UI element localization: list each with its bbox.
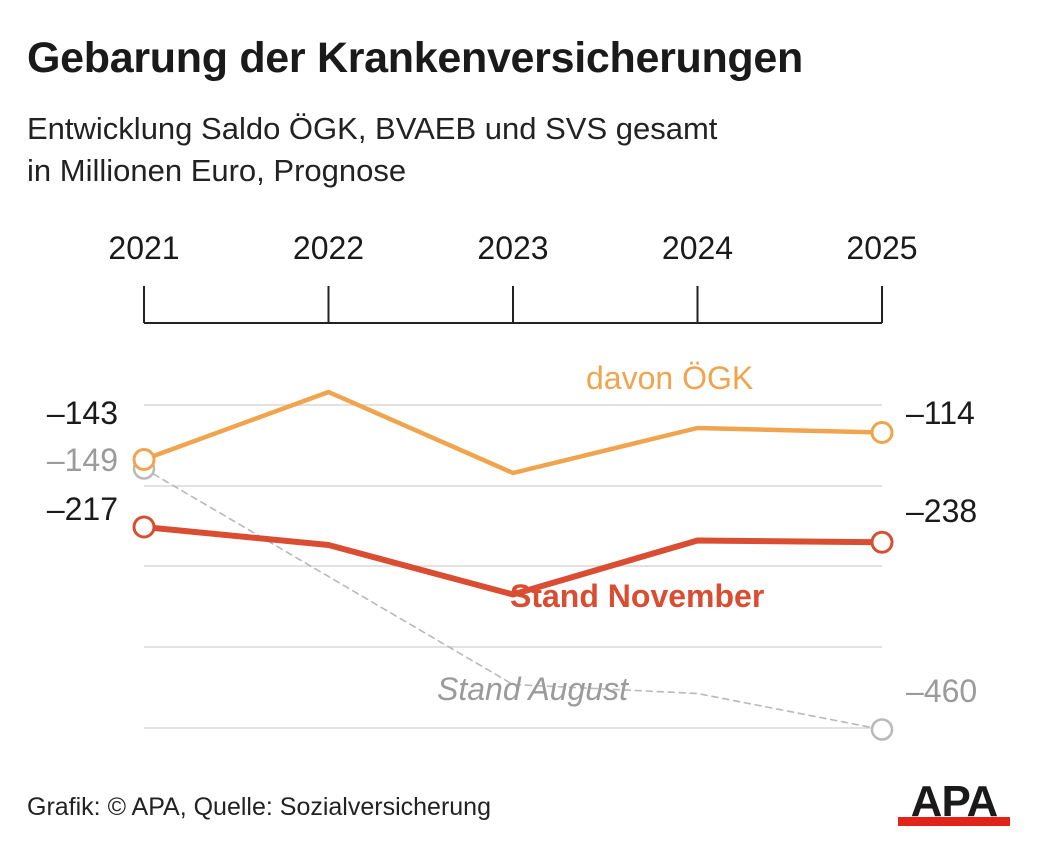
chart-subtitle: Entwicklung Saldo ÖGK, BVAEB und SVS ges… <box>27 108 927 192</box>
series-label-august: Stand August <box>437 671 629 707</box>
end-value-oegk: –114 <box>906 395 975 431</box>
x-axis: 2021 2022 2023 2024 2025 <box>108 230 918 324</box>
series-line-oegk <box>141 389 885 476</box>
chart-title: Gebarung der Krankenversicherungen <box>27 34 803 82</box>
data-labels: –149 –460 Stand August –143 –114 davon ÖGK –21… <box>47 360 977 709</box>
source-credit: Grafik: © APA, Quelle: Sozialversicherun… <box>27 793 491 821</box>
series-label-november: Stand November <box>510 578 764 614</box>
marker-oegk-end <box>870 421 894 444</box>
series-lines <box>132 389 894 741</box>
start-value-august: –149 <box>47 442 118 478</box>
x-tick-label-2023: 2023 <box>477 230 548 266</box>
apa-logo-bar <box>898 817 1010 826</box>
end-value-august: –460 <box>906 673 977 709</box>
series-label-oegk: davon ÖGK <box>586 360 753 396</box>
grid-lines <box>144 404 882 729</box>
marker-november-start <box>132 515 156 539</box>
end-value-november: –238 <box>906 493 977 529</box>
subtitle-line-1: Entwicklung Saldo ÖGK, BVAEB und SVS ges… <box>27 111 718 146</box>
x-tick-label-2025: 2025 <box>846 230 917 266</box>
start-value-november: –217 <box>47 491 118 527</box>
x-tick-label-2022: 2022 <box>293 230 364 266</box>
apa-logo: APA <box>898 780 1010 826</box>
x-tick-label-2021: 2021 <box>108 230 179 266</box>
series-line-november <box>141 524 885 598</box>
start-value-oegk: –143 <box>47 395 118 431</box>
marker-oegk-start <box>132 448 156 471</box>
series-line-august <box>143 467 883 731</box>
subtitle-line-2: in Millionen Euro, Prognose <box>27 153 407 188</box>
x-tick-label-2024: 2024 <box>662 230 733 266</box>
marker-august-end <box>870 718 894 741</box>
marker-november-end <box>870 530 894 554</box>
